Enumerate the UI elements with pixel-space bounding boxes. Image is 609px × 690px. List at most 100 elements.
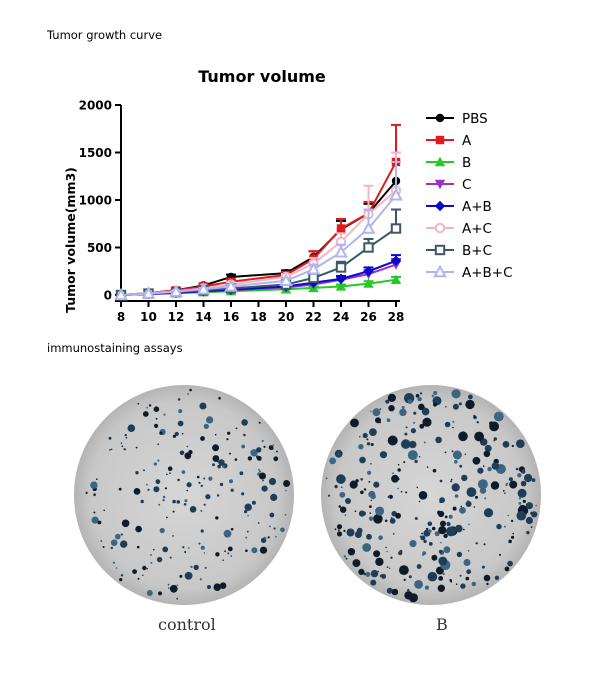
colony-dot xyxy=(198,542,201,545)
colony-dot xyxy=(339,491,346,498)
colony-dot xyxy=(444,421,451,428)
colony-dot xyxy=(413,411,417,415)
colony-dot xyxy=(452,420,455,423)
data-point xyxy=(390,255,402,266)
colony-dot xyxy=(259,472,266,480)
colony-dot xyxy=(509,480,518,489)
colony-dot xyxy=(511,444,514,448)
x-tick-label: 16 xyxy=(223,310,240,324)
colony-dot xyxy=(399,549,403,553)
colony-dot xyxy=(362,432,368,439)
colony-dot xyxy=(403,578,406,581)
colony-dot xyxy=(263,536,267,540)
colony-dot xyxy=(386,418,391,422)
colony-dot xyxy=(146,406,149,409)
colony-dot xyxy=(379,408,382,410)
colony-dot xyxy=(258,468,260,471)
colony-dot xyxy=(230,527,234,531)
colony-dot xyxy=(230,555,233,557)
x-tick-label: 28 xyxy=(388,310,405,324)
colony-dot xyxy=(399,408,407,417)
colony-dot xyxy=(176,584,179,586)
colony-dot xyxy=(216,494,220,497)
colony-dot xyxy=(417,396,422,402)
colony-dot xyxy=(172,510,175,513)
colony-dot xyxy=(452,403,459,410)
colony-dot xyxy=(467,549,470,552)
legend-marker xyxy=(434,200,446,212)
colony-dot xyxy=(360,490,364,495)
series-b-c xyxy=(115,208,402,301)
colony-dot xyxy=(343,529,346,532)
colony-dot xyxy=(460,583,466,589)
colony-dot xyxy=(405,491,408,494)
colony-dot xyxy=(142,574,144,577)
colony-dot xyxy=(386,566,389,568)
colony-dot xyxy=(446,521,451,527)
data-point xyxy=(363,242,374,253)
colony-dot xyxy=(112,561,115,564)
immunostaining-plates xyxy=(74,385,541,605)
colony-dot xyxy=(163,413,166,416)
colony-dot xyxy=(507,514,510,517)
colony-dot xyxy=(401,406,405,409)
colony-dot xyxy=(472,456,481,465)
colony-dot xyxy=(476,421,479,424)
colony-dot xyxy=(155,479,161,485)
colony-dot xyxy=(431,526,436,531)
colony-dot xyxy=(460,505,463,508)
colony-dot xyxy=(468,523,470,526)
colony-dot xyxy=(137,577,140,580)
colony-dot xyxy=(465,576,470,581)
colony-dot xyxy=(273,456,279,462)
colony-dot xyxy=(229,452,231,455)
colony-dot xyxy=(387,393,396,402)
colony-dot xyxy=(499,553,501,556)
colony-dot xyxy=(503,525,506,528)
colony-dot xyxy=(350,418,359,428)
colony-dot xyxy=(525,516,534,525)
colony-dot xyxy=(208,476,213,481)
colony-dot xyxy=(517,473,522,478)
colony-dot xyxy=(373,550,381,558)
colony-dot xyxy=(119,578,123,582)
colony-dot xyxy=(204,406,207,409)
data-point xyxy=(335,281,347,291)
colony-dot xyxy=(482,465,485,467)
plate-control xyxy=(74,385,294,605)
colony-dot xyxy=(414,459,418,464)
colony-dot xyxy=(366,438,369,441)
colony-dot xyxy=(378,535,383,540)
colony-dot xyxy=(90,481,98,489)
plate-control-disc xyxy=(74,385,294,605)
colony-dot xyxy=(110,546,114,550)
colony-dot xyxy=(358,568,365,575)
colony-dot xyxy=(444,515,448,519)
colony-dot xyxy=(275,535,277,538)
colony-dot xyxy=(432,468,437,473)
colony-dot xyxy=(491,462,500,470)
legend-entry: PBS xyxy=(426,111,488,127)
colony-dot xyxy=(409,540,417,548)
colony-dot xyxy=(142,411,149,417)
colony-dot xyxy=(483,450,491,458)
x-tick-label: 20 xyxy=(278,310,295,324)
legend-label: B+C xyxy=(462,243,492,259)
colony-dot xyxy=(336,474,346,484)
colony-dot xyxy=(421,532,423,535)
colony-dot xyxy=(483,574,491,582)
colony-dot xyxy=(251,500,256,505)
colony-dot xyxy=(477,479,488,490)
colony-dot xyxy=(354,510,357,512)
colony-dot xyxy=(153,548,155,551)
colony-dot xyxy=(418,500,421,503)
colony-dot xyxy=(407,588,410,592)
colony-dot xyxy=(234,458,238,461)
colony-dot xyxy=(120,533,123,536)
colony-dot xyxy=(368,516,374,521)
colony-dot xyxy=(452,506,457,511)
colony-dot xyxy=(352,559,361,568)
colony-dot xyxy=(121,445,124,447)
x-tick-label: 26 xyxy=(360,310,377,324)
colony-dot xyxy=(182,546,185,549)
